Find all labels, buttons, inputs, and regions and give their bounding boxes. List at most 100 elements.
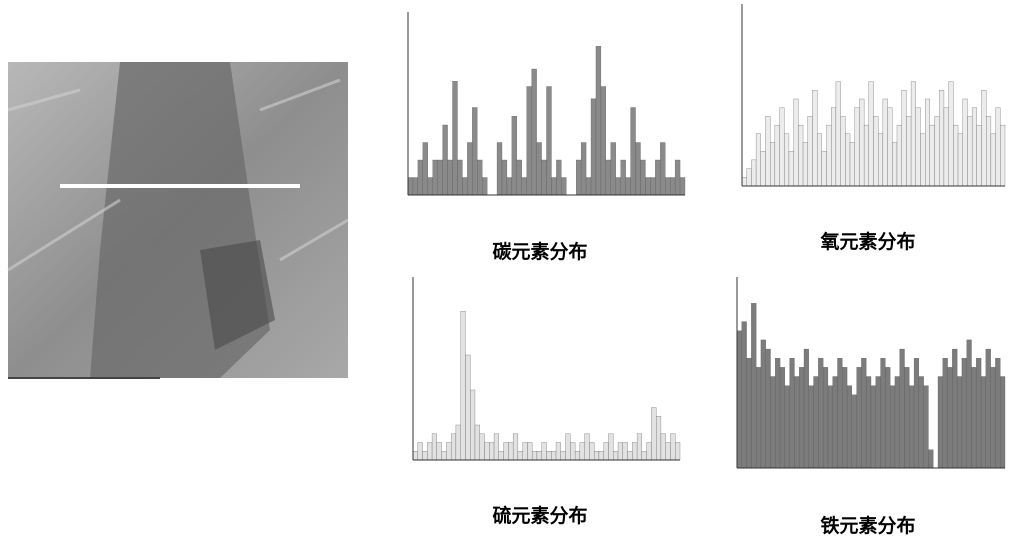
bar bbox=[874, 116, 879, 186]
bar bbox=[462, 178, 467, 196]
bar bbox=[485, 443, 490, 461]
bar bbox=[798, 125, 803, 186]
bar bbox=[532, 69, 537, 195]
chart-caption: 碳元素分布 bbox=[492, 240, 587, 263]
bar bbox=[551, 451, 556, 460]
bar bbox=[751, 160, 756, 186]
bar bbox=[594, 451, 599, 460]
bar bbox=[828, 386, 833, 468]
bar bbox=[442, 451, 447, 460]
bar bbox=[437, 443, 442, 461]
bar bbox=[742, 322, 747, 468]
bar bbox=[794, 99, 799, 186]
bar bbox=[632, 443, 637, 461]
bar bbox=[596, 46, 601, 195]
bar bbox=[895, 377, 900, 469]
bar bbox=[963, 99, 968, 186]
bar bbox=[770, 143, 775, 187]
bar bbox=[561, 451, 566, 460]
bar bbox=[680, 178, 685, 196]
bar bbox=[1000, 125, 1005, 186]
bar bbox=[477, 160, 482, 195]
bar bbox=[982, 90, 987, 186]
bar bbox=[580, 443, 585, 461]
bar bbox=[859, 99, 864, 186]
bar bbox=[838, 358, 843, 468]
bar bbox=[470, 390, 475, 460]
bar bbox=[518, 451, 523, 460]
bar bbox=[665, 178, 670, 196]
bar bbox=[527, 443, 532, 461]
bar bbox=[916, 108, 921, 186]
bar bbox=[991, 134, 996, 186]
bar bbox=[833, 377, 838, 469]
bar bbox=[766, 349, 771, 468]
bar bbox=[977, 125, 982, 186]
bar bbox=[866, 377, 871, 469]
bar bbox=[513, 434, 518, 460]
chart-caption: 硫元素分布 bbox=[492, 504, 587, 527]
bar bbox=[864, 125, 869, 186]
bar bbox=[433, 160, 438, 195]
bar bbox=[408, 178, 413, 196]
bar bbox=[890, 386, 895, 468]
bar bbox=[461, 311, 466, 460]
bar bbox=[747, 169, 752, 186]
bar bbox=[855, 108, 860, 186]
bar bbox=[861, 358, 866, 468]
bar bbox=[948, 367, 953, 468]
bar bbox=[967, 340, 972, 468]
bar bbox=[804, 349, 809, 468]
bar bbox=[537, 143, 542, 196]
bar bbox=[418, 160, 423, 195]
bar bbox=[551, 178, 556, 196]
chart-caption: 铁元素分布 bbox=[820, 514, 915, 537]
bar bbox=[661, 434, 666, 460]
bar bbox=[924, 386, 929, 468]
bar bbox=[850, 143, 855, 187]
bar bbox=[413, 178, 418, 196]
bar bbox=[972, 108, 977, 186]
bar bbox=[831, 108, 836, 186]
bar bbox=[928, 450, 933, 468]
bar bbox=[930, 125, 935, 186]
bar bbox=[869, 82, 874, 186]
bar bbox=[606, 160, 611, 195]
bar bbox=[650, 178, 655, 196]
bar bbox=[823, 367, 828, 468]
bar bbox=[881, 358, 886, 468]
bar bbox=[836, 82, 841, 186]
bar bbox=[480, 434, 485, 460]
bar bbox=[1000, 377, 1005, 469]
bar bbox=[591, 99, 596, 195]
bar bbox=[878, 134, 883, 186]
bar bbox=[944, 108, 949, 186]
bar bbox=[656, 416, 661, 460]
bar bbox=[599, 451, 604, 460]
bar bbox=[443, 125, 448, 195]
bar bbox=[423, 143, 428, 196]
bar bbox=[775, 125, 780, 186]
bar bbox=[883, 99, 888, 186]
bar bbox=[675, 160, 680, 195]
bar bbox=[512, 116, 517, 195]
bar bbox=[413, 451, 418, 460]
bar bbox=[943, 358, 948, 468]
bar bbox=[737, 331, 742, 468]
bar bbox=[812, 90, 817, 186]
bar bbox=[451, 434, 456, 460]
bar bbox=[457, 160, 462, 195]
bar bbox=[522, 178, 527, 196]
bar bbox=[561, 178, 566, 196]
bar bbox=[642, 451, 647, 460]
bar bbox=[576, 160, 581, 195]
bar bbox=[432, 434, 437, 460]
bar bbox=[472, 108, 477, 196]
bar bbox=[785, 386, 790, 468]
bar bbox=[920, 134, 925, 186]
bar bbox=[523, 443, 528, 461]
bar bbox=[784, 134, 789, 186]
bar bbox=[799, 367, 804, 468]
bar bbox=[666, 443, 671, 461]
bar bbox=[586, 178, 591, 196]
